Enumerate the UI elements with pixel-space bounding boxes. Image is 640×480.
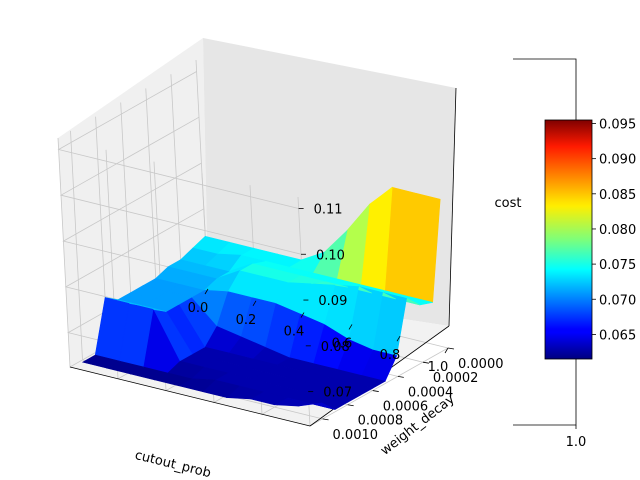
y-tick-label: 0.0004 [408, 385, 454, 400]
x-tick [204, 288, 209, 295]
y-tick [372, 390, 379, 392]
colorbar-gradient [544, 119, 593, 360]
colorbar-bracket-label: 1.0 [566, 435, 587, 450]
z-axis-label: cost [495, 196, 522, 211]
colorbar-tick-label: 0.065 [599, 328, 636, 343]
x-axis-line [69, 366, 311, 427]
z-tick-label: 0.11 [314, 202, 343, 217]
colorbar-tick-label: 0.090 [599, 153, 636, 168]
colorbar: 1.0 0.065 0.070 0.075 0.080 0.085 0.090 0.095 [513, 58, 636, 450]
y-tick [347, 404, 354, 407]
z-axis-line [448, 87, 457, 327]
axis-ticks: 0.00.20.40.60.81.0 0.00000.00020.00040.00… [188, 202, 504, 442]
y-gridline [70, 130, 323, 420]
x-tick-label: 0.0 [188, 301, 209, 316]
colorbar-tick-label: 0.075 [599, 258, 636, 273]
colorbar-tick-label: 0.085 [599, 188, 636, 203]
y-tick [322, 418, 329, 421]
z-gridline [57, 71, 299, 209]
x-tick [348, 324, 353, 330]
x-tick [300, 312, 305, 318]
y-tick-label: 0.0006 [383, 400, 429, 415]
y-tick-label: 0.0002 [433, 371, 479, 386]
y-tick-label: 0.0000 [458, 357, 504, 372]
z-tick-label: 0.07 [323, 386, 352, 401]
colorbar-ticks: 0.065 0.070 0.075 0.080 0.085 0.090 0.095 [592, 118, 636, 343]
colorbar-tick-label: 0.095 [599, 118, 636, 133]
x-tick [444, 347, 449, 354]
x-tick-label: 0.4 [284, 325, 305, 340]
z-tick-label: 0.10 [316, 248, 345, 263]
x-tick [396, 335, 401, 342]
x-tick-label: 0.8 [380, 348, 401, 363]
colorbar-tick-label: 0.080 [599, 223, 636, 238]
z-tick-label: 0.08 [321, 340, 350, 355]
x-axis-label: cutout_prob [133, 448, 212, 480]
x-tick-label: 0.6 [332, 336, 353, 351]
y-tick-label: 0.0010 [333, 428, 379, 443]
x-tick-label: 1.0 [428, 360, 449, 375]
z-tick-label: 0.09 [318, 294, 347, 309]
z-gridline [59, 116, 302, 255]
surface [81, 186, 441, 410]
surface-facet [81, 354, 121, 369]
x-tick [252, 300, 257, 307]
y-tick [422, 361, 429, 364]
colorbar-tick-label: 0.070 [599, 293, 636, 308]
x-tick-label: 0.2 [236, 313, 257, 328]
y-tick-label: 0.0008 [358, 414, 404, 429]
y-tick [447, 347, 455, 350]
y-tick [397, 375, 404, 378]
